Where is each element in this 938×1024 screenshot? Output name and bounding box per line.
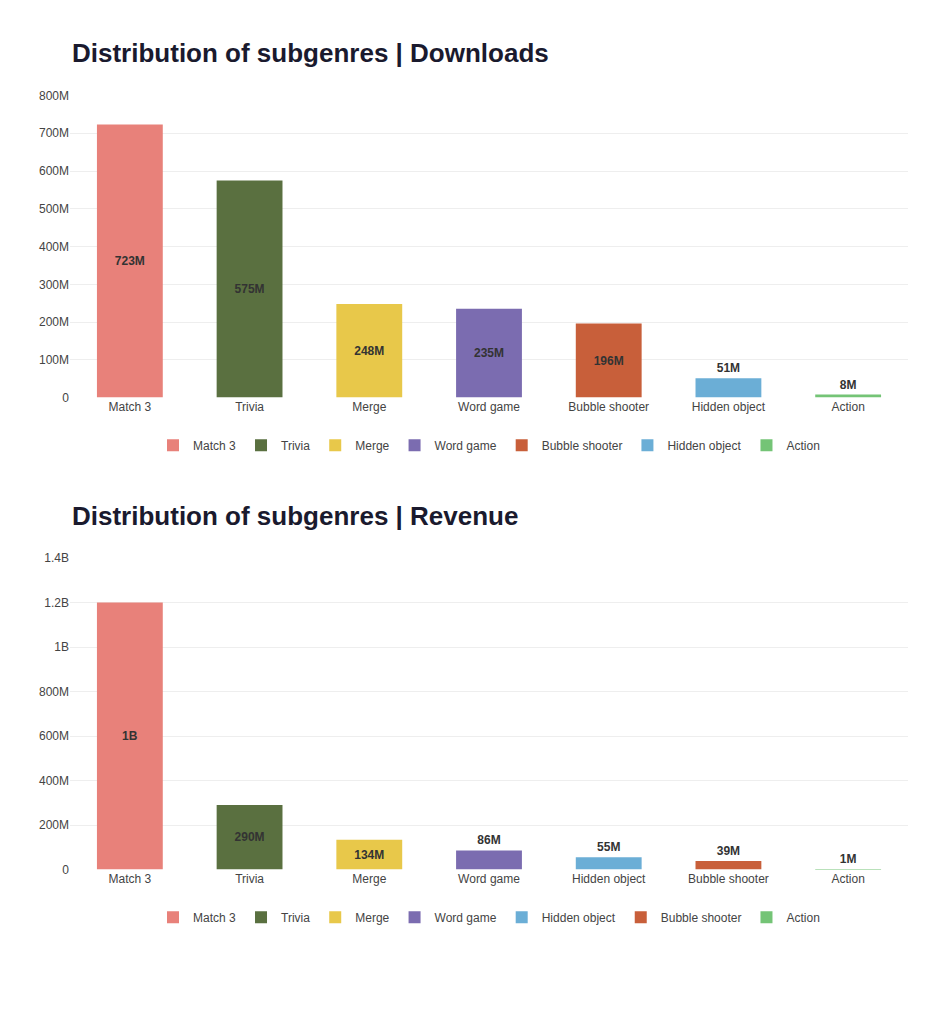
svg-text:500M: 500M — [39, 202, 69, 216]
svg-text:Action: Action — [831, 400, 864, 414]
svg-text:Match 3: Match 3 — [193, 439, 236, 453]
svg-text:248M: 248M — [354, 344, 384, 358]
svg-text:Action: Action — [831, 872, 864, 886]
svg-text:Trivia: Trivia — [235, 400, 264, 414]
svg-text:600M: 600M — [39, 164, 69, 178]
svg-text:Trivia: Trivia — [235, 872, 264, 886]
svg-text:Word game: Word game — [435, 439, 497, 453]
svg-text:8M: 8M — [840, 378, 857, 392]
svg-text:400M: 400M — [39, 240, 69, 254]
svg-text:Distribution of subgenres | Do: Distribution of subgenres | Downloads — [72, 38, 549, 68]
svg-text:Word game: Word game — [458, 400, 520, 414]
svg-text:0: 0 — [62, 863, 69, 877]
svg-text:800M: 800M — [39, 685, 69, 699]
svg-text:Action: Action — [786, 439, 819, 453]
svg-text:300M: 300M — [39, 278, 69, 292]
svg-text:134M: 134M — [354, 848, 384, 862]
svg-text:575M: 575M — [235, 282, 265, 296]
svg-text:1.4B: 1.4B — [44, 551, 69, 565]
svg-text:86M: 86M — [477, 833, 500, 847]
svg-text:196M: 196M — [594, 354, 624, 368]
svg-text:200M: 200M — [39, 315, 69, 329]
svg-text:Bubble shooter: Bubble shooter — [661, 911, 742, 925]
svg-text:51M: 51M — [717, 361, 740, 375]
svg-text:Trivia: Trivia — [281, 439, 310, 453]
svg-text:800M: 800M — [39, 89, 69, 103]
svg-text:723M: 723M — [115, 254, 145, 268]
svg-text:Word game: Word game — [435, 911, 497, 925]
svg-text:Merge: Merge — [352, 400, 386, 414]
svg-text:Merge: Merge — [352, 872, 386, 886]
svg-text:200M: 200M — [39, 818, 69, 832]
svg-text:Bubble shooter: Bubble shooter — [542, 439, 623, 453]
svg-text:Hidden object: Hidden object — [692, 400, 766, 414]
svg-text:290M: 290M — [235, 830, 265, 844]
svg-text:39M: 39M — [717, 844, 740, 858]
svg-text:1B: 1B — [54, 640, 69, 654]
svg-text:1M: 1M — [840, 852, 857, 866]
svg-text:55M: 55M — [597, 840, 620, 854]
svg-text:Distribution of subgenres | Re: Distribution of subgenres | Revenue — [72, 501, 518, 531]
svg-text:Match 3: Match 3 — [193, 911, 236, 925]
svg-text:0: 0 — [62, 391, 69, 405]
svg-text:1.2B: 1.2B — [44, 596, 69, 610]
svg-text:1B: 1B — [122, 729, 138, 743]
svg-text:Hidden object: Hidden object — [542, 911, 616, 925]
svg-text:Hidden object: Hidden object — [667, 439, 741, 453]
svg-text:Merge: Merge — [355, 911, 389, 925]
svg-text:600M: 600M — [39, 729, 69, 743]
svg-text:Match 3: Match 3 — [109, 872, 152, 886]
svg-text:Word game: Word game — [458, 872, 520, 886]
svg-text:Hidden object: Hidden object — [572, 872, 646, 886]
svg-text:Action: Action — [786, 911, 819, 925]
svg-text:235M: 235M — [474, 346, 504, 360]
svg-text:400M: 400M — [39, 774, 69, 788]
svg-text:100M: 100M — [39, 353, 69, 367]
svg-text:Merge: Merge — [355, 439, 389, 453]
svg-text:700M: 700M — [39, 126, 69, 140]
svg-text:Bubble shooter: Bubble shooter — [568, 400, 649, 414]
svg-text:Bubble shooter: Bubble shooter — [688, 872, 769, 886]
svg-text:Match 3: Match 3 — [109, 400, 152, 414]
svg-text:Trivia: Trivia — [281, 911, 310, 925]
